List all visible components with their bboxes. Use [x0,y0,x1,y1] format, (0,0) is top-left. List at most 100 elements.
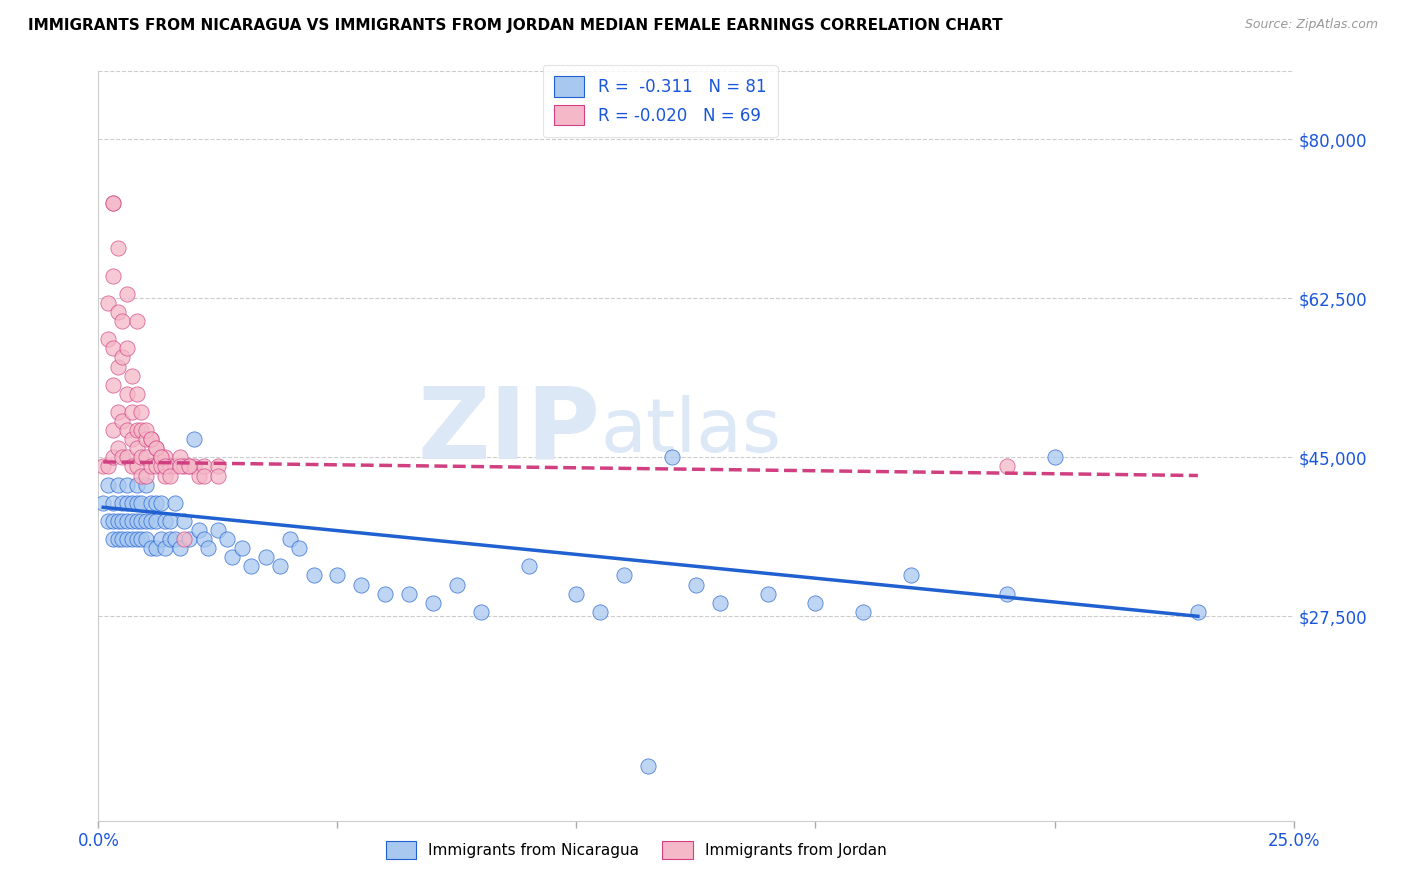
Point [145,541,167,556]
Point [121,532,143,546]
Point [135,423,157,437]
Point [159,468,181,483]
Point [121,514,143,528]
Point [101,532,124,546]
Text: IMMIGRANTS FROM NICARAGUA VS IMMIGRANTS FROM JORDAN MEDIAN FEMALE EARNINGS CORRE: IMMIGRANTS FROM NICARAGUA VS IMMIGRANTS … [28,18,1002,33]
Point [97,459,120,474]
Point [101,423,124,437]
Point [183,459,205,474]
Point [145,459,167,474]
Point [1187,605,1209,619]
Point [517,559,540,574]
Point [97,296,120,310]
Point [111,351,134,365]
Point [101,496,124,510]
Point [135,468,157,483]
Point [115,342,138,356]
Point [131,496,153,510]
Point [900,568,922,582]
Point [145,442,167,456]
Point [149,532,172,546]
Point [240,559,263,574]
Point [852,605,875,619]
Point [121,496,143,510]
Point [107,477,129,491]
Point [217,532,239,546]
Point [115,496,138,510]
Point [207,523,229,537]
Point [131,468,153,483]
Point [135,532,157,546]
Legend: Immigrants from Nicaragua, Immigrants from Jordan: Immigrants from Nicaragua, Immigrants fr… [380,835,893,865]
Point [131,423,153,437]
Point [254,550,277,565]
Point [149,450,172,465]
Point [115,514,138,528]
Point [145,496,167,510]
Point [155,541,177,556]
Point [155,450,177,465]
Text: Source: ZipAtlas.com: Source: ZipAtlas.com [1244,18,1378,31]
Point [97,514,120,528]
Point [139,496,162,510]
Point [131,514,153,528]
Point [139,514,162,528]
Point [125,386,148,401]
Point [288,541,311,556]
Point [149,496,172,510]
Point [97,477,120,491]
Point [350,577,373,591]
Point [121,459,143,474]
Point [637,759,659,773]
Point [756,586,779,600]
Point [111,532,134,546]
Point [115,450,138,465]
Point [302,568,325,582]
Point [1043,450,1066,465]
Point [111,496,134,510]
Point [995,586,1018,600]
Point [125,442,148,456]
Point [685,577,707,591]
Point [169,450,191,465]
Point [565,586,588,600]
Point [169,541,191,556]
Point [111,414,134,428]
Point [131,450,153,465]
Point [101,196,124,211]
Point [125,459,148,474]
Point [121,405,143,419]
Point [121,432,143,446]
Point [139,432,162,446]
Point [139,541,162,556]
Point [231,541,253,556]
Point [107,305,129,319]
Point [661,450,683,465]
Point [115,423,138,437]
Point [135,514,157,528]
Text: ZIP: ZIP [418,383,600,480]
Point [101,196,124,211]
Point [145,514,167,528]
Point [149,450,172,465]
Point [101,342,124,356]
Point [91,496,114,510]
Point [159,514,181,528]
Point [613,568,636,582]
Point [374,586,396,600]
Point [155,459,177,474]
Point [139,459,162,474]
Point [107,514,129,528]
Point [179,532,201,546]
Point [709,596,731,610]
Text: atlas: atlas [600,394,782,467]
Point [111,314,134,328]
Point [131,405,153,419]
Point [179,459,201,474]
Point [804,596,827,610]
Point [207,459,229,474]
Point [398,586,420,600]
Point [183,432,205,446]
Point [163,496,186,510]
Point [207,468,229,483]
